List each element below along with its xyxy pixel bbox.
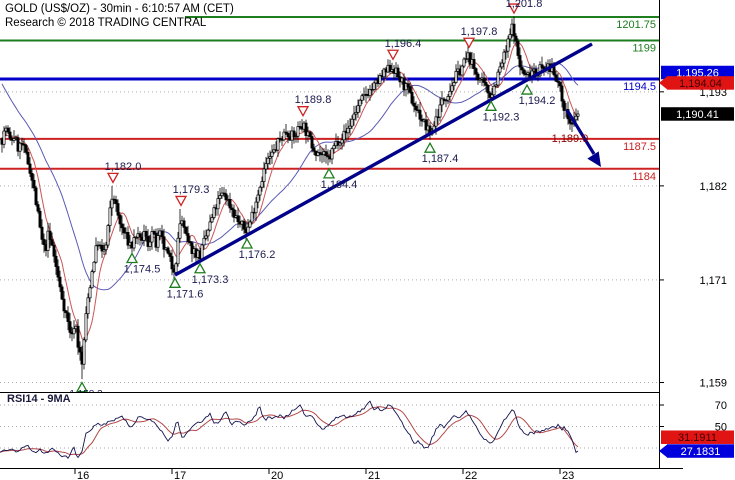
swing-high-marker xyxy=(106,172,120,184)
badge-rect xyxy=(661,430,734,444)
x-axis-label: 22 xyxy=(465,470,477,480)
swing-low-marker xyxy=(240,237,254,249)
x-axis-label: 17 xyxy=(174,470,186,480)
rsi-series xyxy=(0,400,579,459)
support-label: 1187.5 xyxy=(623,141,656,153)
swing-low-label: 1,184.4 xyxy=(321,179,358,191)
rsi-ma-line xyxy=(0,406,579,456)
swing-low-marker xyxy=(520,83,534,95)
ma-slow-line xyxy=(1,62,579,291)
value-badge-label: 1,194.04 xyxy=(679,78,722,90)
swing-high-marker xyxy=(386,49,400,61)
support-label: 1184 xyxy=(632,171,656,183)
candles-and-moving-averages xyxy=(0,16,580,380)
badge-rect xyxy=(661,107,734,121)
swing-low-label: 1,173.3 xyxy=(192,274,229,286)
swing-low-label: 1,174.5 xyxy=(124,264,161,276)
pivot-label: 1194.5 xyxy=(623,81,656,93)
clipped-low-label: 1,158.3 xyxy=(69,389,103,400)
swing-low-marker xyxy=(125,252,139,264)
swing-high-label: 1,197.8 xyxy=(461,26,498,38)
value-badge-label: 31.1911 xyxy=(678,432,717,444)
swing-low-marker xyxy=(423,141,437,153)
swing-low-marker xyxy=(484,99,498,111)
axes-frame xyxy=(0,0,683,474)
candlesticks xyxy=(0,16,580,380)
resistance-label: 1201.75 xyxy=(616,19,656,31)
badge-arrow xyxy=(659,76,668,90)
swing-low-marker xyxy=(75,381,89,393)
badge-rect xyxy=(667,444,734,458)
swing-high-label: 1,196.4 xyxy=(385,38,422,50)
x-axis-label: 20 xyxy=(271,470,283,480)
badge-rect xyxy=(667,76,734,90)
projection-arrow-shaft xyxy=(565,109,596,155)
swing-low-marker xyxy=(168,276,182,288)
x-axis-label: 16 xyxy=(77,470,89,480)
swing-high-label: 1,201.8 xyxy=(506,0,543,10)
value-badge-label: 27.1831 xyxy=(681,446,721,458)
y-axis-label: 1,159 xyxy=(699,378,727,390)
resistance-label: 1199 xyxy=(632,43,656,55)
x-axis-label: 21 xyxy=(368,470,380,480)
swing-high-label: 1,182.0 xyxy=(105,161,142,173)
swing-high-marker xyxy=(174,195,188,207)
dotted-gridlines xyxy=(0,91,659,449)
swing-high-marker xyxy=(296,106,310,118)
research-credit: Research © 2018 TRADING CENTRAL xyxy=(5,17,207,29)
swing-low-label: 1,194.2 xyxy=(519,95,556,107)
chart-title: GOLD (US$/OZ) - 30min - 6:10:57 AM (CET) xyxy=(5,3,234,15)
y-axis-label: 1,182 xyxy=(699,181,727,193)
swing-low-label: 1,187.4 xyxy=(422,153,459,165)
swing-high-label: 1,179.3 xyxy=(173,184,210,196)
value-badge-label: 1,190.41 xyxy=(676,109,719,121)
badge-rect xyxy=(661,65,734,80)
x-axis-label: 23 xyxy=(562,470,574,480)
swing-low-label: 1,176.2 xyxy=(239,249,276,261)
trendline-and-projection xyxy=(174,42,601,277)
swing-high-label: 1,189.8 xyxy=(295,94,332,106)
y-axis-label: 1,171 xyxy=(699,275,727,287)
target-price-note: 1,189.9 xyxy=(552,133,589,145)
swing-low-marker xyxy=(193,262,207,274)
rsi-line xyxy=(0,400,579,459)
swing-low-marker xyxy=(322,167,336,179)
rsi-axis-label: 70 xyxy=(715,400,727,412)
swing-annotations: 1,201.8 1,197.8 1,196.4 1,189.8 1,182.0 1,179… xyxy=(69,0,589,400)
rising-trendline xyxy=(174,42,593,277)
y-axis-label: 1,193 xyxy=(699,87,727,99)
swing-high-marker xyxy=(507,3,521,15)
badge-arrow xyxy=(659,444,668,458)
swing-low-label: 1,171.6 xyxy=(167,288,204,300)
swing-high-marker xyxy=(462,37,476,49)
rsi-title: RSI14 - 9MA xyxy=(7,393,71,405)
projection-arrowhead xyxy=(587,151,601,167)
swing-low-label: 1,192.3 xyxy=(483,111,520,123)
